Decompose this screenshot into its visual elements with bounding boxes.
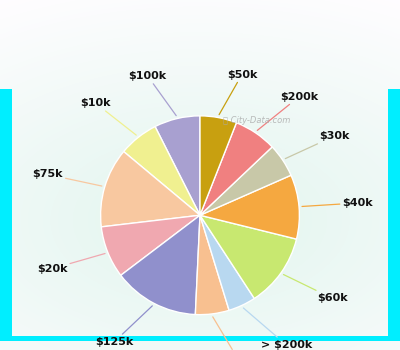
Wedge shape: [200, 147, 291, 215]
Ellipse shape: [88, 156, 312, 284]
Bar: [388, 89, 400, 341]
Ellipse shape: [0, 71, 400, 350]
Ellipse shape: [140, 186, 260, 254]
Ellipse shape: [0, 7, 400, 350]
Text: $125k: $125k: [95, 306, 152, 347]
Ellipse shape: [0, 28, 400, 350]
Ellipse shape: [0, 49, 400, 350]
Text: > $200k: > $200k: [243, 308, 312, 350]
Ellipse shape: [73, 148, 327, 293]
Text: $60k: $60k: [284, 274, 347, 303]
Ellipse shape: [0, 54, 400, 350]
Ellipse shape: [0, 97, 400, 344]
Ellipse shape: [0, 32, 400, 350]
Wedge shape: [155, 116, 200, 215]
Text: $50k: $50k: [219, 70, 257, 115]
Ellipse shape: [178, 208, 222, 233]
Ellipse shape: [14, 113, 386, 327]
Wedge shape: [124, 127, 200, 215]
Ellipse shape: [110, 169, 290, 272]
Text: $10k: $10k: [80, 98, 136, 135]
Wedge shape: [200, 215, 254, 310]
Ellipse shape: [192, 216, 208, 225]
Ellipse shape: [0, 92, 400, 349]
Ellipse shape: [43, 131, 357, 310]
Wedge shape: [121, 215, 200, 315]
Wedge shape: [101, 215, 200, 275]
Ellipse shape: [6, 109, 394, 331]
Ellipse shape: [155, 195, 245, 246]
Ellipse shape: [0, 11, 400, 350]
Ellipse shape: [163, 199, 237, 241]
Ellipse shape: [0, 66, 400, 350]
Text: Income distribution in Westphalia, MI
(%): Income distribution in Westphalia, MI (%…: [24, 7, 376, 48]
Ellipse shape: [0, 62, 400, 350]
Ellipse shape: [148, 190, 252, 250]
Ellipse shape: [96, 161, 304, 280]
Ellipse shape: [66, 144, 334, 297]
Wedge shape: [195, 215, 229, 315]
Ellipse shape: [0, 24, 400, 350]
Text: $150k: $150k: [213, 317, 256, 350]
Text: $100k: $100k: [129, 71, 176, 116]
Ellipse shape: [0, 15, 400, 350]
Text: White residents: White residents: [134, 79, 266, 94]
Ellipse shape: [0, 45, 400, 350]
Ellipse shape: [185, 212, 215, 229]
Wedge shape: [200, 175, 299, 239]
Ellipse shape: [118, 173, 282, 267]
Ellipse shape: [0, 58, 400, 350]
Ellipse shape: [170, 203, 230, 237]
Ellipse shape: [103, 165, 297, 276]
Ellipse shape: [51, 135, 349, 306]
Ellipse shape: [126, 177, 274, 263]
Text: $20k: $20k: [37, 253, 105, 274]
Wedge shape: [101, 152, 200, 227]
Ellipse shape: [0, 75, 400, 350]
Ellipse shape: [58, 139, 342, 301]
Wedge shape: [200, 215, 296, 299]
Ellipse shape: [0, 41, 400, 350]
Text: $40k: $40k: [302, 198, 373, 208]
Ellipse shape: [0, 79, 400, 350]
Text: ⓘ City-Data.com: ⓘ City-Data.com: [224, 116, 291, 125]
Bar: [0, 336, 400, 341]
Wedge shape: [200, 116, 236, 215]
Wedge shape: [200, 123, 272, 215]
Bar: [0, 89, 12, 341]
Ellipse shape: [36, 126, 364, 314]
Ellipse shape: [81, 152, 319, 289]
Ellipse shape: [0, 20, 400, 350]
Ellipse shape: [28, 122, 372, 318]
Text: $75k: $75k: [32, 169, 102, 186]
Text: $30k: $30k: [285, 131, 350, 159]
Text: $200k: $200k: [257, 92, 318, 131]
Ellipse shape: [21, 118, 379, 323]
Ellipse shape: [0, 88, 400, 350]
Ellipse shape: [0, 105, 400, 336]
Ellipse shape: [0, 37, 400, 350]
Ellipse shape: [0, 84, 400, 350]
Ellipse shape: [133, 182, 267, 259]
Ellipse shape: [0, 101, 400, 340]
